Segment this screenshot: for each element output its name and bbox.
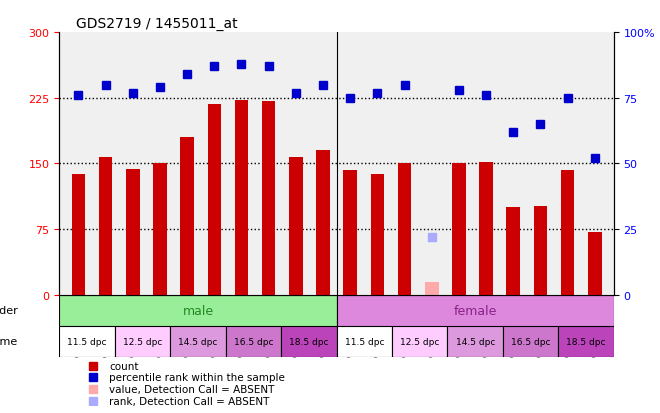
Text: 16.5 dpc: 16.5 dpc bbox=[234, 337, 273, 346]
Bar bbox=[59, 295, 337, 326]
Bar bbox=[281, 326, 337, 357]
Text: 18.5 dpc: 18.5 dpc bbox=[289, 337, 329, 346]
Bar bbox=[316, 151, 330, 295]
Text: female: female bbox=[453, 304, 497, 317]
Text: count: count bbox=[110, 361, 139, 370]
Bar bbox=[479, 162, 493, 295]
Bar bbox=[170, 326, 226, 357]
Bar bbox=[370, 175, 384, 295]
Bar bbox=[289, 158, 303, 295]
Text: rank, Detection Call = ABSENT: rank, Detection Call = ABSENT bbox=[110, 396, 270, 406]
Text: 12.5 dpc: 12.5 dpc bbox=[123, 337, 162, 346]
Bar bbox=[452, 164, 466, 295]
Text: 18.5 dpc: 18.5 dpc bbox=[566, 337, 606, 346]
Bar bbox=[392, 326, 447, 357]
Bar bbox=[425, 282, 438, 295]
Bar bbox=[262, 102, 275, 295]
Bar bbox=[561, 170, 574, 295]
Bar bbox=[207, 104, 221, 295]
Bar bbox=[503, 326, 558, 357]
Bar bbox=[447, 326, 503, 357]
Text: percentile rank within the sample: percentile rank within the sample bbox=[110, 373, 285, 382]
Text: male: male bbox=[182, 304, 214, 317]
Bar bbox=[115, 326, 170, 357]
Text: gender: gender bbox=[0, 306, 18, 316]
Bar bbox=[588, 232, 601, 295]
Bar bbox=[337, 295, 614, 326]
Text: GDS2719 / 1455011_at: GDS2719 / 1455011_at bbox=[76, 17, 238, 31]
Bar bbox=[153, 164, 167, 295]
Text: 11.5 dpc: 11.5 dpc bbox=[345, 337, 384, 346]
Text: 14.5 dpc: 14.5 dpc bbox=[455, 337, 495, 346]
Bar bbox=[126, 169, 139, 295]
Bar bbox=[180, 138, 194, 295]
Bar bbox=[59, 326, 115, 357]
Bar bbox=[99, 158, 112, 295]
Bar bbox=[398, 164, 411, 295]
Text: 11.5 dpc: 11.5 dpc bbox=[67, 337, 107, 346]
Bar bbox=[343, 171, 357, 295]
Text: value, Detection Call = ABSENT: value, Detection Call = ABSENT bbox=[110, 385, 275, 394]
Text: 12.5 dpc: 12.5 dpc bbox=[400, 337, 440, 346]
Bar bbox=[235, 101, 248, 295]
Bar bbox=[558, 326, 614, 357]
Text: 14.5 dpc: 14.5 dpc bbox=[178, 337, 218, 346]
Bar bbox=[72, 175, 85, 295]
Bar bbox=[337, 326, 392, 357]
Text: time: time bbox=[0, 337, 18, 347]
Text: 16.5 dpc: 16.5 dpc bbox=[511, 337, 550, 346]
Bar bbox=[226, 326, 281, 357]
Bar bbox=[534, 206, 547, 295]
Bar bbox=[506, 208, 520, 295]
